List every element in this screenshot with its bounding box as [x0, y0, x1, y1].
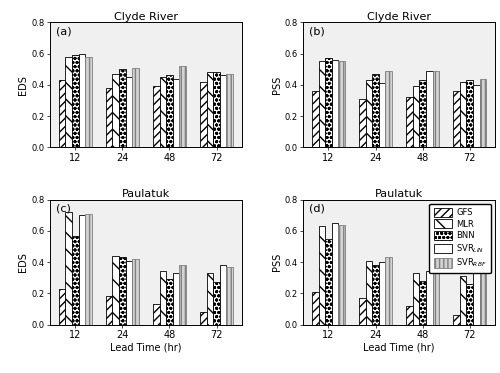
X-axis label: Lead Time (hr): Lead Time (hr)	[364, 343, 435, 353]
Bar	[359, 99, 366, 147]
Bar	[160, 272, 166, 325]
Bar	[454, 315, 460, 325]
Bar	[132, 68, 139, 147]
Bar	[112, 256, 119, 325]
Bar	[173, 273, 180, 325]
Bar	[318, 226, 325, 325]
Bar	[432, 270, 439, 325]
Bar	[413, 87, 420, 147]
Bar	[66, 212, 72, 325]
Bar	[72, 236, 78, 325]
Bar	[338, 225, 345, 325]
Bar	[413, 273, 420, 325]
Bar	[173, 79, 180, 147]
Bar	[480, 268, 486, 325]
Bar	[480, 79, 486, 147]
Bar	[106, 88, 112, 147]
Bar	[466, 80, 473, 147]
Y-axis label: PSS: PSS	[272, 253, 281, 271]
Bar	[112, 74, 119, 147]
Y-axis label: PSS: PSS	[272, 76, 281, 94]
Bar	[386, 71, 392, 147]
Bar	[426, 272, 432, 325]
Title: Paulatuk: Paulatuk	[122, 189, 170, 199]
Bar	[454, 91, 460, 147]
Bar	[366, 80, 372, 147]
Bar	[226, 267, 233, 325]
Bar	[318, 62, 325, 147]
Y-axis label: EDS: EDS	[18, 252, 28, 272]
Bar	[420, 80, 426, 147]
Bar	[58, 289, 66, 325]
X-axis label: Lead Time (hr): Lead Time (hr)	[110, 343, 182, 353]
Bar	[473, 85, 480, 147]
Bar	[325, 239, 332, 325]
Title: Paulatuk: Paulatuk	[375, 189, 423, 199]
Text: (b): (b)	[309, 26, 324, 36]
Bar	[312, 292, 318, 325]
Bar	[420, 281, 426, 325]
Bar	[200, 312, 206, 325]
Bar	[379, 83, 386, 147]
Bar	[366, 260, 372, 325]
Bar	[153, 87, 160, 147]
Bar	[220, 265, 226, 325]
Bar	[386, 257, 392, 325]
Bar	[460, 82, 466, 147]
Bar	[180, 66, 186, 147]
Bar	[119, 257, 126, 325]
Bar	[119, 69, 126, 147]
Bar	[372, 74, 379, 147]
Bar	[200, 82, 206, 147]
Bar	[180, 265, 186, 325]
Text: (c): (c)	[56, 203, 70, 213]
Bar	[106, 297, 112, 325]
Bar	[166, 75, 173, 147]
Bar	[359, 298, 366, 325]
Bar	[372, 265, 379, 325]
Bar	[166, 279, 173, 325]
Bar	[206, 273, 214, 325]
Bar	[85, 57, 91, 147]
Bar	[214, 72, 220, 147]
Bar	[406, 306, 413, 325]
Y-axis label: EDS: EDS	[18, 75, 28, 95]
Bar	[153, 304, 160, 325]
Bar	[78, 215, 85, 325]
Bar	[78, 54, 85, 147]
Bar	[58, 80, 66, 147]
Bar	[426, 71, 432, 147]
Legend: GFS, MLR, BNN, SVR$_{LIN}$, SVR$_{RBF}$: GFS, MLR, BNN, SVR$_{LIN}$, SVR$_{RBF}$	[430, 204, 491, 273]
Bar	[226, 74, 233, 147]
Bar	[460, 276, 466, 325]
Bar	[332, 223, 338, 325]
Bar	[72, 55, 78, 147]
Bar	[126, 260, 132, 325]
Bar	[206, 72, 214, 147]
Text: (a): (a)	[56, 26, 72, 36]
Bar	[466, 284, 473, 325]
Text: (d): (d)	[309, 203, 325, 213]
Bar	[132, 259, 139, 325]
Bar	[379, 262, 386, 325]
Bar	[220, 75, 226, 147]
Bar	[126, 77, 132, 147]
Bar	[338, 62, 345, 147]
Bar	[332, 60, 338, 147]
Title: Clyde River: Clyde River	[367, 12, 431, 22]
Bar	[312, 91, 318, 147]
Bar	[214, 282, 220, 325]
Bar	[432, 71, 439, 147]
Bar	[406, 97, 413, 147]
Bar	[66, 57, 72, 147]
Bar	[160, 77, 166, 147]
Bar	[85, 214, 91, 325]
Bar	[473, 270, 480, 325]
Bar	[325, 58, 332, 147]
Title: Clyde River: Clyde River	[114, 12, 178, 22]
